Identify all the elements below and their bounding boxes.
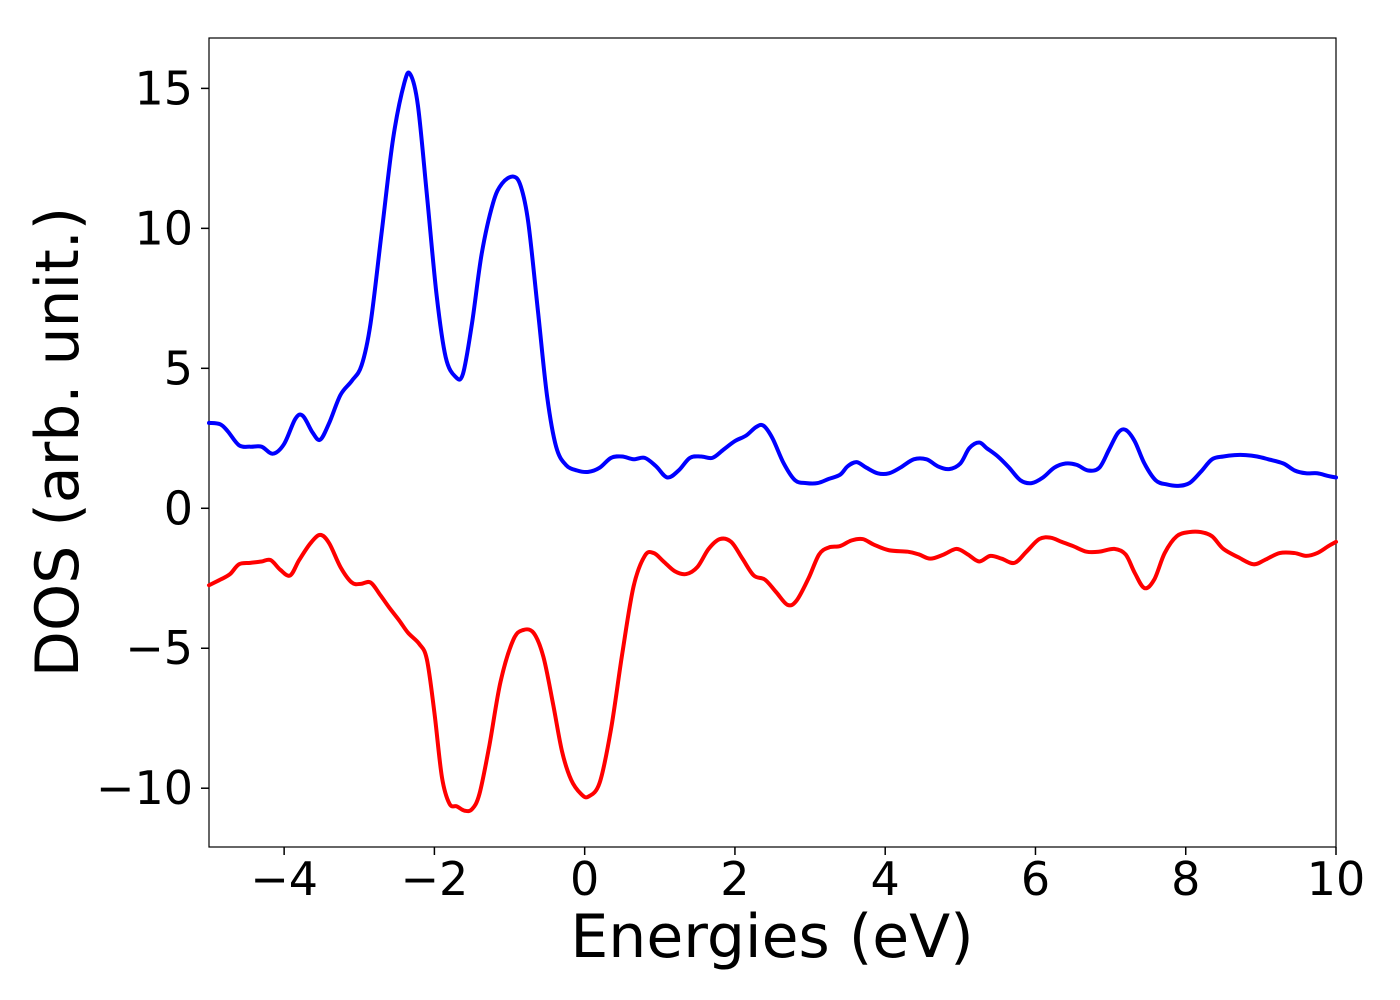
series-layer [207,70,1338,814]
y-tick-label: 10 [134,201,193,255]
x-tick-label: 8 [1171,852,1200,906]
y-tick-label: −10 [96,761,193,815]
y-tick-label: 5 [164,341,193,395]
series-line-2 [207,529,1338,814]
series-line-1 [207,70,1338,488]
x-axis: −4 −2 0 2 4 6 8 10 [250,847,1365,906]
plot-frame [208,37,1337,848]
x-axis-label: Energies (eV) [570,902,973,972]
y-tick-label: 15 [134,61,193,115]
x-tick-label: 2 [720,852,749,906]
x-tick-label: 0 [570,852,599,906]
y-axis-label: DOS (arb. unit.) [23,207,93,677]
x-tick-label: 6 [1021,852,1050,906]
x-tick-label: 10 [1307,852,1366,906]
y-tick-label: 0 [164,481,193,535]
x-tick-label: 4 [871,852,900,906]
y-axis: −10 −5 0 5 10 15 [96,61,209,815]
x-tick-label: −4 [250,852,318,906]
y-tick-label: −5 [125,621,193,675]
x-tick-label: −2 [400,852,468,906]
